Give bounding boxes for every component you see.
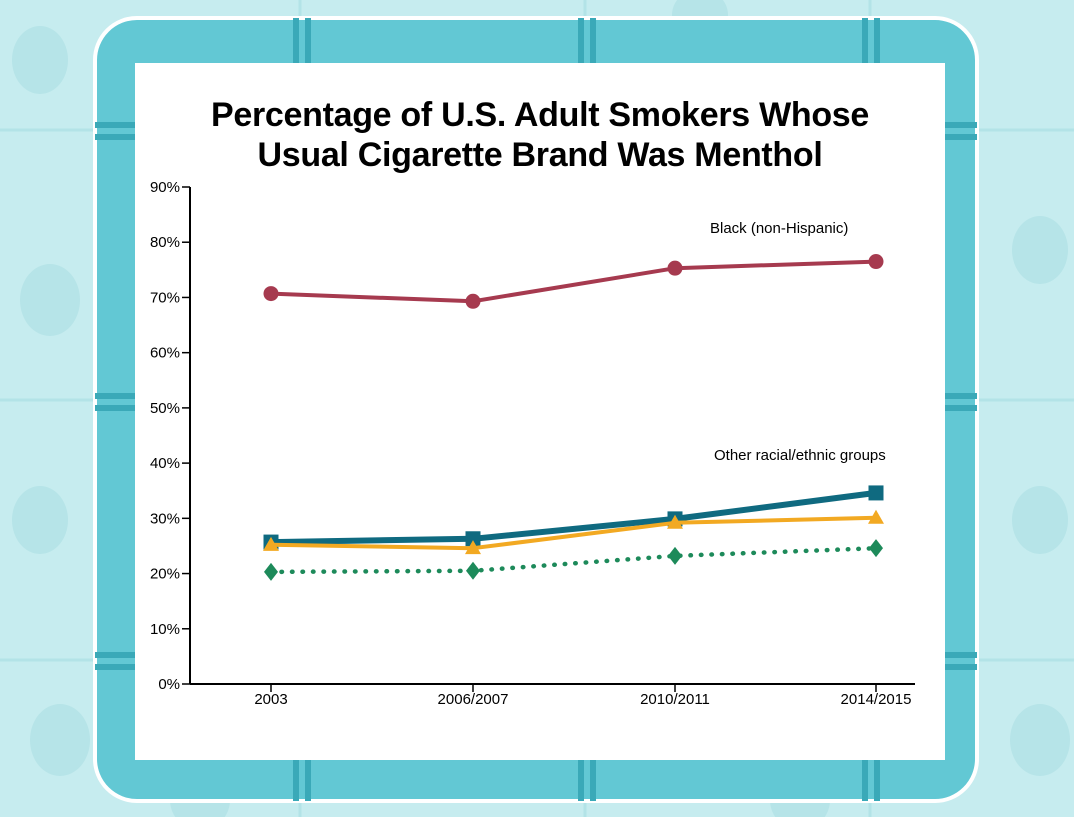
series-line bbox=[269, 259, 878, 304]
y-tick-label: 0% bbox=[158, 676, 180, 693]
series-3 bbox=[263, 509, 884, 555]
series-2 bbox=[263, 485, 884, 550]
data-point-triangle bbox=[465, 540, 481, 555]
annotation-others: Other racial/ethnic groups bbox=[714, 447, 886, 464]
y-tick-label: 90% bbox=[150, 179, 180, 196]
data-point-circle bbox=[465, 293, 481, 309]
series-line bbox=[269, 515, 878, 551]
data-point-triangle bbox=[868, 509, 884, 524]
chart-title-line-1: Percentage of U.S. Adult Smokers Whose bbox=[210, 96, 870, 134]
series-4 bbox=[264, 539, 883, 581]
series-1 bbox=[263, 254, 884, 309]
x-tick-label: 2010/2011 bbox=[640, 691, 710, 708]
y-tick-label: 60% bbox=[150, 345, 180, 362]
y-tick-label: 40% bbox=[150, 455, 180, 472]
y-tick-label: 80% bbox=[150, 234, 180, 251]
data-point-diamond bbox=[869, 539, 883, 558]
data-point-circle bbox=[263, 286, 279, 302]
annotation-black: Black (non-Hispanic) bbox=[710, 220, 848, 237]
series-line bbox=[268, 545, 879, 575]
data-point-circle bbox=[667, 260, 683, 276]
frame-stripes bbox=[95, 18, 977, 801]
y-axis-ticks: 0% 10% 20% 30% 40% 50% 60% 70% 80% 90% bbox=[150, 179, 190, 693]
y-tick-label: 10% bbox=[150, 621, 180, 638]
x-tick-label: 2014/2015 bbox=[841, 691, 912, 708]
data-point-square bbox=[868, 485, 884, 501]
data-point-diamond bbox=[264, 562, 278, 581]
series-line bbox=[268, 489, 879, 546]
x-axis-ticks: 2003 2006/2007 2010/2011 2014/2015 bbox=[254, 684, 911, 708]
data-point-square bbox=[465, 531, 481, 547]
data-point-diamond bbox=[466, 561, 480, 580]
y-tick-label: 30% bbox=[150, 510, 180, 527]
data-point-circle bbox=[868, 254, 884, 270]
x-tick-label: 2006/2007 bbox=[438, 691, 509, 708]
data-point-triangle bbox=[263, 536, 279, 551]
data-point-triangle bbox=[667, 514, 683, 529]
chart-title-line-2: Usual Cigarette Brand Was Menthol bbox=[257, 136, 823, 174]
y-tick-label: 50% bbox=[150, 400, 180, 417]
y-tick-label: 20% bbox=[150, 566, 180, 583]
series-layer bbox=[263, 254, 884, 581]
axes bbox=[189, 187, 915, 685]
chart-card bbox=[135, 63, 945, 760]
data-point-diamond bbox=[668, 546, 682, 565]
y-tick-label: 70% bbox=[150, 289, 180, 306]
chart-title: Percentage of U.S. Adult Smokers Whose U… bbox=[135, 95, 945, 175]
x-tick-label: 2003 bbox=[254, 691, 287, 708]
